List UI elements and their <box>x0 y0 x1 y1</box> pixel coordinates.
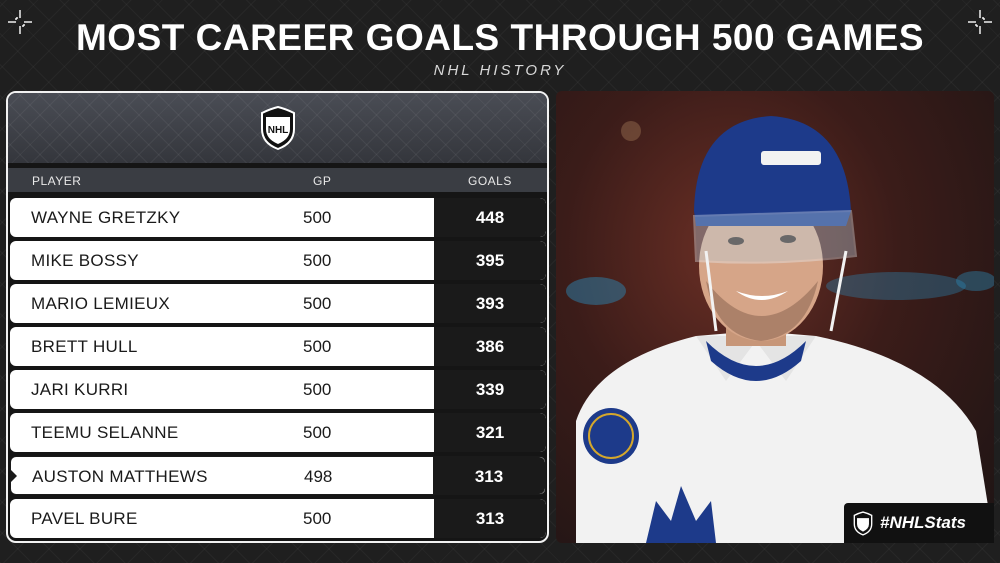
column-header-goals: GOALS <box>468 174 512 188</box>
games-played: 500 <box>303 423 332 442</box>
player-name: AUSTON MATTHEWS <box>32 467 208 486</box>
player-name: WAYNE GRETZKY <box>31 208 181 227</box>
logo-text: NHL <box>268 125 289 136</box>
hashtag-text: #NHLStats <box>880 513 966 532</box>
player-name: MIKE BOSSY <box>31 251 139 270</box>
player-name: BRETT HULL <box>31 337 138 356</box>
column-header-row: PLAYER GP GOALS <box>8 168 547 192</box>
table-row: TEEMU SELANNE 500 321 <box>10 413 546 452</box>
games-played: 500 <box>303 294 332 313</box>
goals-cell <box>433 457 545 494</box>
highlight-marker-icon <box>11 470 17 482</box>
goals-value: 395 <box>475 251 505 270</box>
player-name: TEEMU SELANNE <box>31 423 179 442</box>
table-row-highlighted: AUSTON MATTHEWS 498 313 <box>10 456 546 495</box>
table-header-banner: NHL <box>8 93 547 163</box>
table-row: BRETT HULL 500 386 <box>10 327 546 366</box>
goals-cell <box>434 499 546 538</box>
goals-value: 339 <box>475 380 505 399</box>
goals-cell <box>434 327 546 366</box>
table-row: PAVEL BURE 500 313 <box>10 499 546 538</box>
goals-value: 448 <box>475 208 505 227</box>
goals-cell <box>434 413 546 452</box>
player-name: PAVEL BURE <box>31 509 138 528</box>
goals-value: 313 <box>474 467 504 486</box>
games-played: 500 <box>303 509 332 528</box>
table-row: MARIO LEMIEUX 500 393 <box>10 284 546 323</box>
table-row: MIKE BOSSY 500 395 <box>10 241 546 280</box>
page-subtitle: NHL HISTORY <box>433 62 567 79</box>
corner-crosshair-icon <box>968 10 992 34</box>
goals-value: 321 <box>475 423 505 442</box>
games-played: 500 <box>303 208 332 227</box>
column-header-player: PLAYER <box>32 174 82 188</box>
games-played: 500 <box>303 380 332 399</box>
table-row: WAYNE GRETZKY 500 448 <box>10 198 546 237</box>
games-played: 498 <box>304 467 333 486</box>
hashtag-badge: #NHLStats <box>844 503 994 543</box>
corner-crosshair-icon <box>8 10 32 34</box>
goals-value: 313 <box>475 509 505 528</box>
player-photo <box>556 91 994 543</box>
player-name: MARIO LEMIEUX <box>31 294 170 313</box>
column-header-gp: GP <box>313 174 332 188</box>
stats-table: NHL PLAYER GP GOALS WAYNE GRETZKY 500 44… <box>6 91 549 543</box>
games-played: 500 <box>303 337 332 356</box>
nhl-shield-logo-icon: NHL <box>261 105 295 151</box>
player-illustration <box>566 116 994 543</box>
goals-cell <box>434 284 546 323</box>
nhl-shield-small-icon <box>853 511 873 536</box>
games-played: 500 <box>303 251 332 270</box>
page-title: MOST CAREER GOALS THROUGH 500 GAMES <box>75 17 925 58</box>
goals-cell <box>434 198 546 237</box>
goals-value: 393 <box>475 294 505 313</box>
goals-cell <box>434 370 546 409</box>
player-name: JARI KURRI <box>31 380 129 399</box>
goals-value: 386 <box>475 337 505 356</box>
goals-cell <box>434 241 546 280</box>
table-row: JARI KURRI 500 339 <box>10 370 546 409</box>
